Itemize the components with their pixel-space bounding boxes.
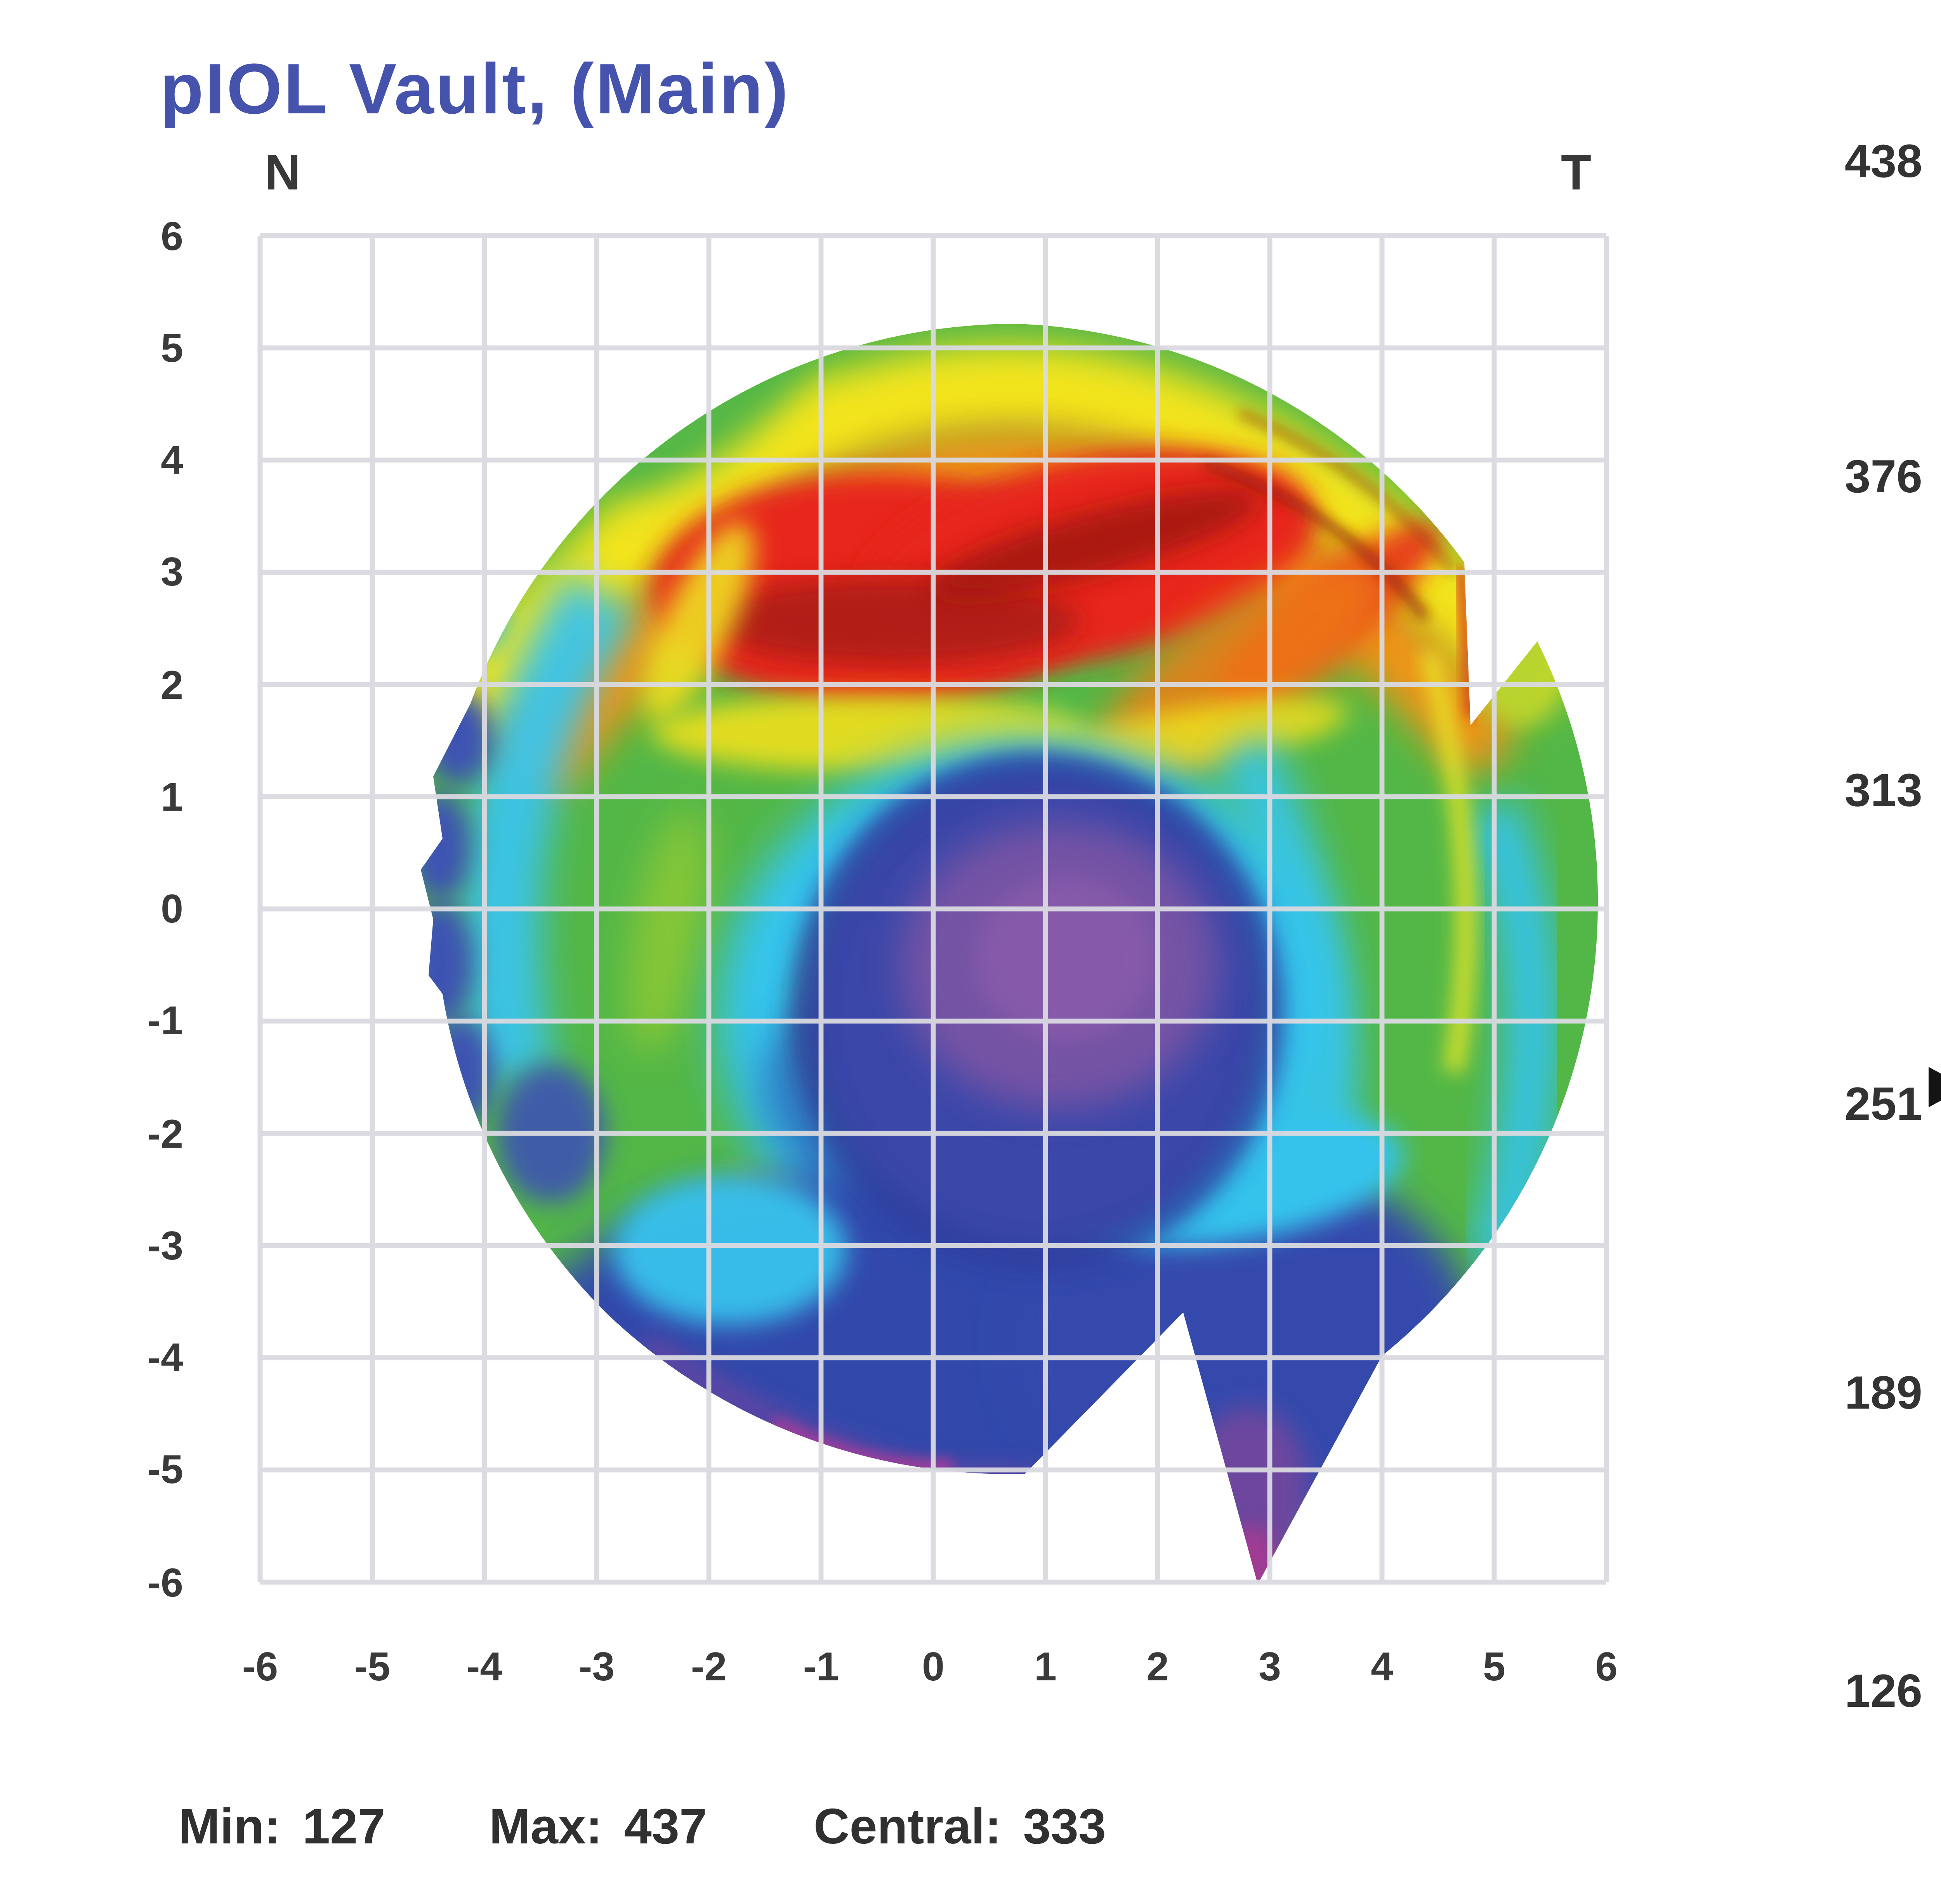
- x-tick: 5: [1483, 1644, 1505, 1689]
- colorbar-tick-label: 376: [1844, 452, 1922, 503]
- y-tick: 0: [161, 886, 183, 931]
- stat-central-label: Central:: [814, 1798, 1002, 1854]
- x-tick: 1: [1034, 1644, 1057, 1689]
- y-tick: 2: [161, 663, 183, 708]
- page-title: pIOL Vault, (Main): [160, 48, 790, 129]
- colorbar-tick-label: 313: [1844, 766, 1922, 817]
- x-tick: 6: [1595, 1644, 1618, 1689]
- colorbar-value-marker-icon: [1929, 1067, 1941, 1107]
- x-tick: -2: [691, 1644, 727, 1689]
- y-tick: 1: [161, 775, 183, 820]
- plot-grid: [257, 233, 1609, 1585]
- y-tick: -1: [148, 998, 183, 1043]
- colorbar-tick-label: 438: [1844, 137, 1922, 188]
- stat-max: Max: 437: [489, 1798, 707, 1856]
- vault-heatmap: [421, 323, 1598, 1584]
- stat-min: Min: 127: [179, 1798, 385, 1856]
- y-tick: 4: [161, 438, 183, 483]
- x-tick: 4: [1371, 1644, 1393, 1689]
- y-tick: -3: [148, 1223, 183, 1268]
- y-tick: -4: [148, 1335, 184, 1380]
- stat-central: Central: 333: [814, 1798, 1106, 1856]
- orientation-label-temporal: T: [1561, 145, 1591, 200]
- orientation-label-nasal: N: [265, 145, 300, 200]
- x-tick: 3: [1259, 1644, 1281, 1689]
- colorbar-tick-label: 189: [1844, 1368, 1922, 1419]
- x-tick: -3: [579, 1644, 615, 1689]
- x-tick: -5: [354, 1644, 390, 1689]
- x-tick: -1: [803, 1644, 839, 1689]
- x-axis-ticks: -6 -5 -4 -3 -2 -1 0 1 2 3 4 5 6: [242, 1644, 1618, 1689]
- stat-max-value: 437: [624, 1798, 707, 1854]
- y-tick: -5: [148, 1447, 183, 1492]
- y-tick: -2: [148, 1112, 183, 1157]
- x-tick: 2: [1146, 1644, 1169, 1689]
- stat-min-value: 127: [302, 1798, 385, 1854]
- colorbar-tick-label: 251: [1844, 1079, 1922, 1131]
- x-tick: -6: [242, 1644, 278, 1689]
- y-tick: 6: [161, 214, 183, 259]
- y-tick: 5: [161, 326, 183, 371]
- y-tick: 3: [161, 549, 183, 594]
- x-tick: 0: [922, 1644, 944, 1689]
- stat-max-label: Max:: [489, 1798, 602, 1854]
- y-tick: -6: [148, 1560, 183, 1605]
- y-axis-ticks: 6 5 4 3 2 1 0 -1 -2 -3 -4 -5 -6: [148, 214, 184, 1605]
- stat-min-label: Min:: [179, 1798, 281, 1854]
- x-tick: -4: [467, 1644, 503, 1689]
- colorbar-tick-label: 126: [1844, 1666, 1922, 1718]
- stat-central-value: 333: [1023, 1798, 1106, 1854]
